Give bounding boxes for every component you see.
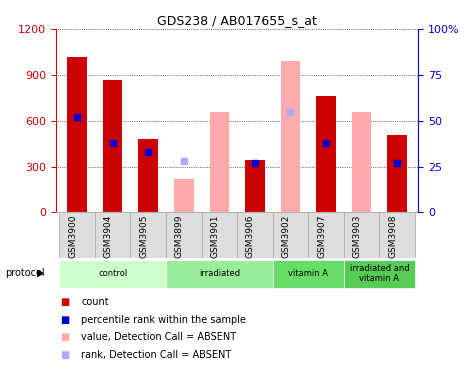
FancyBboxPatch shape: [131, 212, 166, 258]
FancyBboxPatch shape: [237, 212, 272, 258]
Text: GSM3904: GSM3904: [104, 214, 113, 258]
Title: GDS238 / AB017655_s_at: GDS238 / AB017655_s_at: [157, 14, 317, 27]
Bar: [210, 112, 229, 212]
Bar: [67, 57, 87, 212]
Text: vitamin A: vitamin A: [288, 269, 328, 278]
Bar: [103, 80, 122, 212]
FancyBboxPatch shape: [344, 212, 379, 258]
Bar: [352, 112, 372, 212]
Text: ■: ■: [60, 297, 70, 307]
Text: percentile rank within the sample: percentile rank within the sample: [81, 314, 246, 325]
FancyBboxPatch shape: [202, 212, 237, 258]
Text: GSM3907: GSM3907: [317, 214, 326, 258]
FancyBboxPatch shape: [60, 212, 95, 258]
Text: count: count: [81, 297, 109, 307]
Bar: [139, 139, 158, 212]
Bar: [174, 179, 193, 212]
Text: GSM3905: GSM3905: [139, 214, 148, 258]
Text: ■: ■: [60, 350, 70, 360]
Text: GSM3901: GSM3901: [210, 214, 219, 258]
FancyBboxPatch shape: [308, 212, 344, 258]
Text: GSM3900: GSM3900: [68, 214, 77, 258]
Text: ▶: ▶: [37, 268, 44, 278]
Text: control: control: [98, 269, 127, 278]
Text: ■: ■: [60, 314, 70, 325]
Bar: [245, 160, 265, 212]
FancyBboxPatch shape: [379, 212, 415, 258]
Text: irradiated and
vitamin A: irradiated and vitamin A: [350, 264, 409, 283]
Text: GSM3902: GSM3902: [281, 214, 291, 258]
FancyBboxPatch shape: [272, 259, 344, 288]
FancyBboxPatch shape: [344, 259, 415, 288]
Bar: [316, 96, 336, 212]
Bar: [281, 61, 300, 212]
FancyBboxPatch shape: [166, 212, 202, 258]
Text: rank, Detection Call = ABSENT: rank, Detection Call = ABSENT: [81, 350, 232, 360]
Text: value, Detection Call = ABSENT: value, Detection Call = ABSENT: [81, 332, 237, 342]
Text: GSM3908: GSM3908: [388, 214, 397, 258]
Text: protocol: protocol: [5, 268, 44, 278]
FancyBboxPatch shape: [272, 212, 308, 258]
Text: GSM3906: GSM3906: [246, 214, 255, 258]
Text: GSM3903: GSM3903: [352, 214, 362, 258]
Bar: [387, 134, 407, 212]
FancyBboxPatch shape: [60, 259, 166, 288]
FancyBboxPatch shape: [166, 259, 272, 288]
Text: GSM3899: GSM3899: [175, 214, 184, 258]
FancyBboxPatch shape: [95, 212, 131, 258]
Text: irradiated: irradiated: [199, 269, 240, 278]
Text: ■: ■: [60, 332, 70, 342]
